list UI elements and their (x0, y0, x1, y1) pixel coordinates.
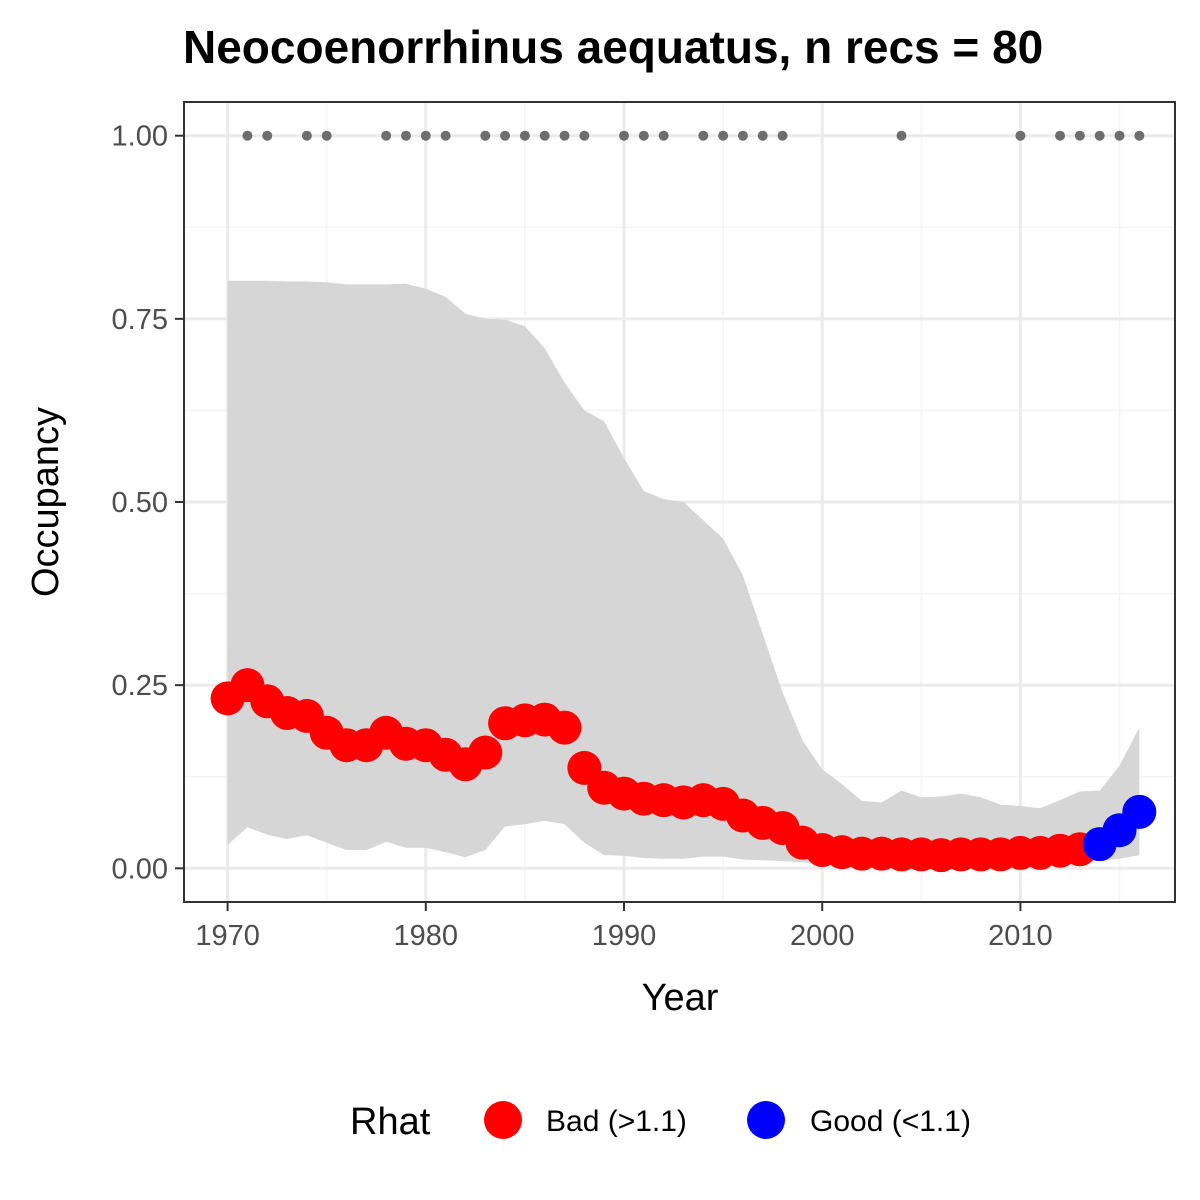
record-point (1055, 130, 1066, 141)
record-point (1015, 130, 1026, 141)
record-point (440, 130, 451, 141)
x-tick-label: 1970 (195, 920, 260, 952)
record-point (559, 130, 570, 141)
x-tick-label: 2000 (790, 920, 855, 952)
occupancy-point (1122, 794, 1157, 829)
legend: Rhat Bad (>1.1) Good (<1.1) (350, 1101, 971, 1143)
record-point (242, 130, 253, 141)
legend-label-good: Good (<1.1) (810, 1105, 971, 1138)
legend-title: Rhat (350, 1101, 431, 1143)
x-tick-label: 1990 (592, 920, 657, 952)
record-point (619, 130, 630, 141)
legend-key-bad (484, 1101, 522, 1139)
record-point (638, 130, 649, 141)
occupancy-points-layer (210, 668, 1157, 873)
y-tick-label: 0.25 (112, 670, 168, 702)
record-point (1114, 130, 1125, 141)
y-tick-label: 0.75 (112, 304, 168, 336)
x-axis-title: Year (642, 977, 719, 1019)
record-point (400, 130, 411, 141)
y-tick-label: 0.50 (112, 487, 168, 519)
record-point (718, 130, 729, 141)
record-point (321, 130, 332, 141)
record-point (500, 130, 511, 141)
x-tick-label: 1980 (394, 920, 459, 952)
record-point (539, 130, 550, 141)
record-point (757, 130, 768, 141)
record-point (737, 130, 748, 141)
record-point (420, 130, 431, 141)
occupancy-point (547, 710, 582, 745)
record-point (896, 130, 907, 141)
record-point (1094, 130, 1105, 141)
legend-key-good (747, 1101, 785, 1139)
y-axis: 0.00 0.25 0.50 0.75 1.00 (112, 121, 184, 885)
y-tick-label: 0.00 (112, 853, 168, 885)
chart-title: Neocoenorrhinus aequatus, n recs = 80 (183, 21, 1043, 73)
y-tick-label: 1.00 (112, 121, 168, 153)
record-point (658, 130, 669, 141)
record-point (381, 130, 392, 141)
record-point (698, 130, 709, 141)
record-point (262, 130, 273, 141)
x-tick-label: 2010 (988, 920, 1053, 952)
occupancy-point (468, 735, 503, 770)
legend-label-bad: Bad (>1.1) (546, 1105, 687, 1138)
x-axis: 1970 1980 1990 2000 2010 (195, 902, 1053, 952)
record-point (301, 130, 312, 141)
record-point (519, 130, 530, 141)
record-point (1134, 130, 1145, 141)
record-points-layer (242, 130, 1145, 141)
credible-interval-layer (227, 280, 1140, 864)
record-point (777, 130, 788, 141)
record-point (480, 130, 491, 141)
y-axis-title: Occupancy (25, 407, 67, 597)
record-point (1074, 130, 1085, 141)
credible-interval-ribbon (227, 280, 1140, 864)
record-point (579, 130, 590, 141)
